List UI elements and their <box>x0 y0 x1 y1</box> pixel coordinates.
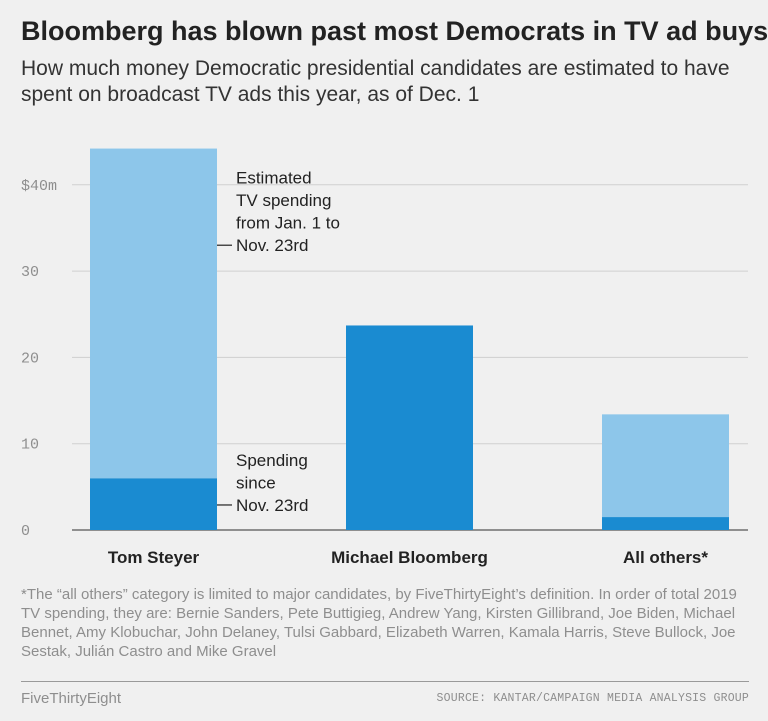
annotation-text: from Jan. 1 to <box>236 214 340 233</box>
y-tick-label: 10 <box>21 437 39 454</box>
bar-chart: 0 10 20 30 $40m Tom Steyer Michael Bloomberg Al… <box>21 148 748 567</box>
y-tick-label: 0 <box>21 523 30 540</box>
brand-name: FiveThirtyEight <box>21 690 122 707</box>
y-tick-label: 30 <box>21 264 39 281</box>
bar-recent-1 <box>346 325 473 530</box>
x-category-label: All others* <box>623 548 708 567</box>
annotation-text: Spending <box>236 451 308 470</box>
y-tick-label: $40m <box>21 178 57 195</box>
x-category-label: Michael Bloomberg <box>331 548 488 567</box>
bar-earlier-0 <box>90 148 217 479</box>
chart-subtitle: How much money Democratic presidential c… <box>21 57 730 106</box>
annotation-text: Estimated <box>236 169 312 188</box>
bar-recent-0 <box>90 478 217 530</box>
bar-recent-2 <box>602 517 729 530</box>
footer-divider <box>21 681 749 682</box>
source-note: SOURCE: KANTAR/CAMPAIGN MEDIA ANALYSIS G… <box>436 692 749 705</box>
annotation-text: TV spending <box>236 191 331 210</box>
bar-earlier-2 <box>602 414 729 518</box>
footnote: *The “all others” category is limited to… <box>21 586 737 660</box>
chart-title: Bloomberg has blown past most Democrats … <box>21 16 768 46</box>
x-category-label: Tom Steyer <box>108 548 200 567</box>
y-tick-label: 20 <box>21 350 39 367</box>
annotation-text: Nov. 23rd <box>236 236 308 255</box>
annotation-text: since <box>236 473 276 492</box>
annotation-text: Nov. 23rd <box>236 496 308 515</box>
